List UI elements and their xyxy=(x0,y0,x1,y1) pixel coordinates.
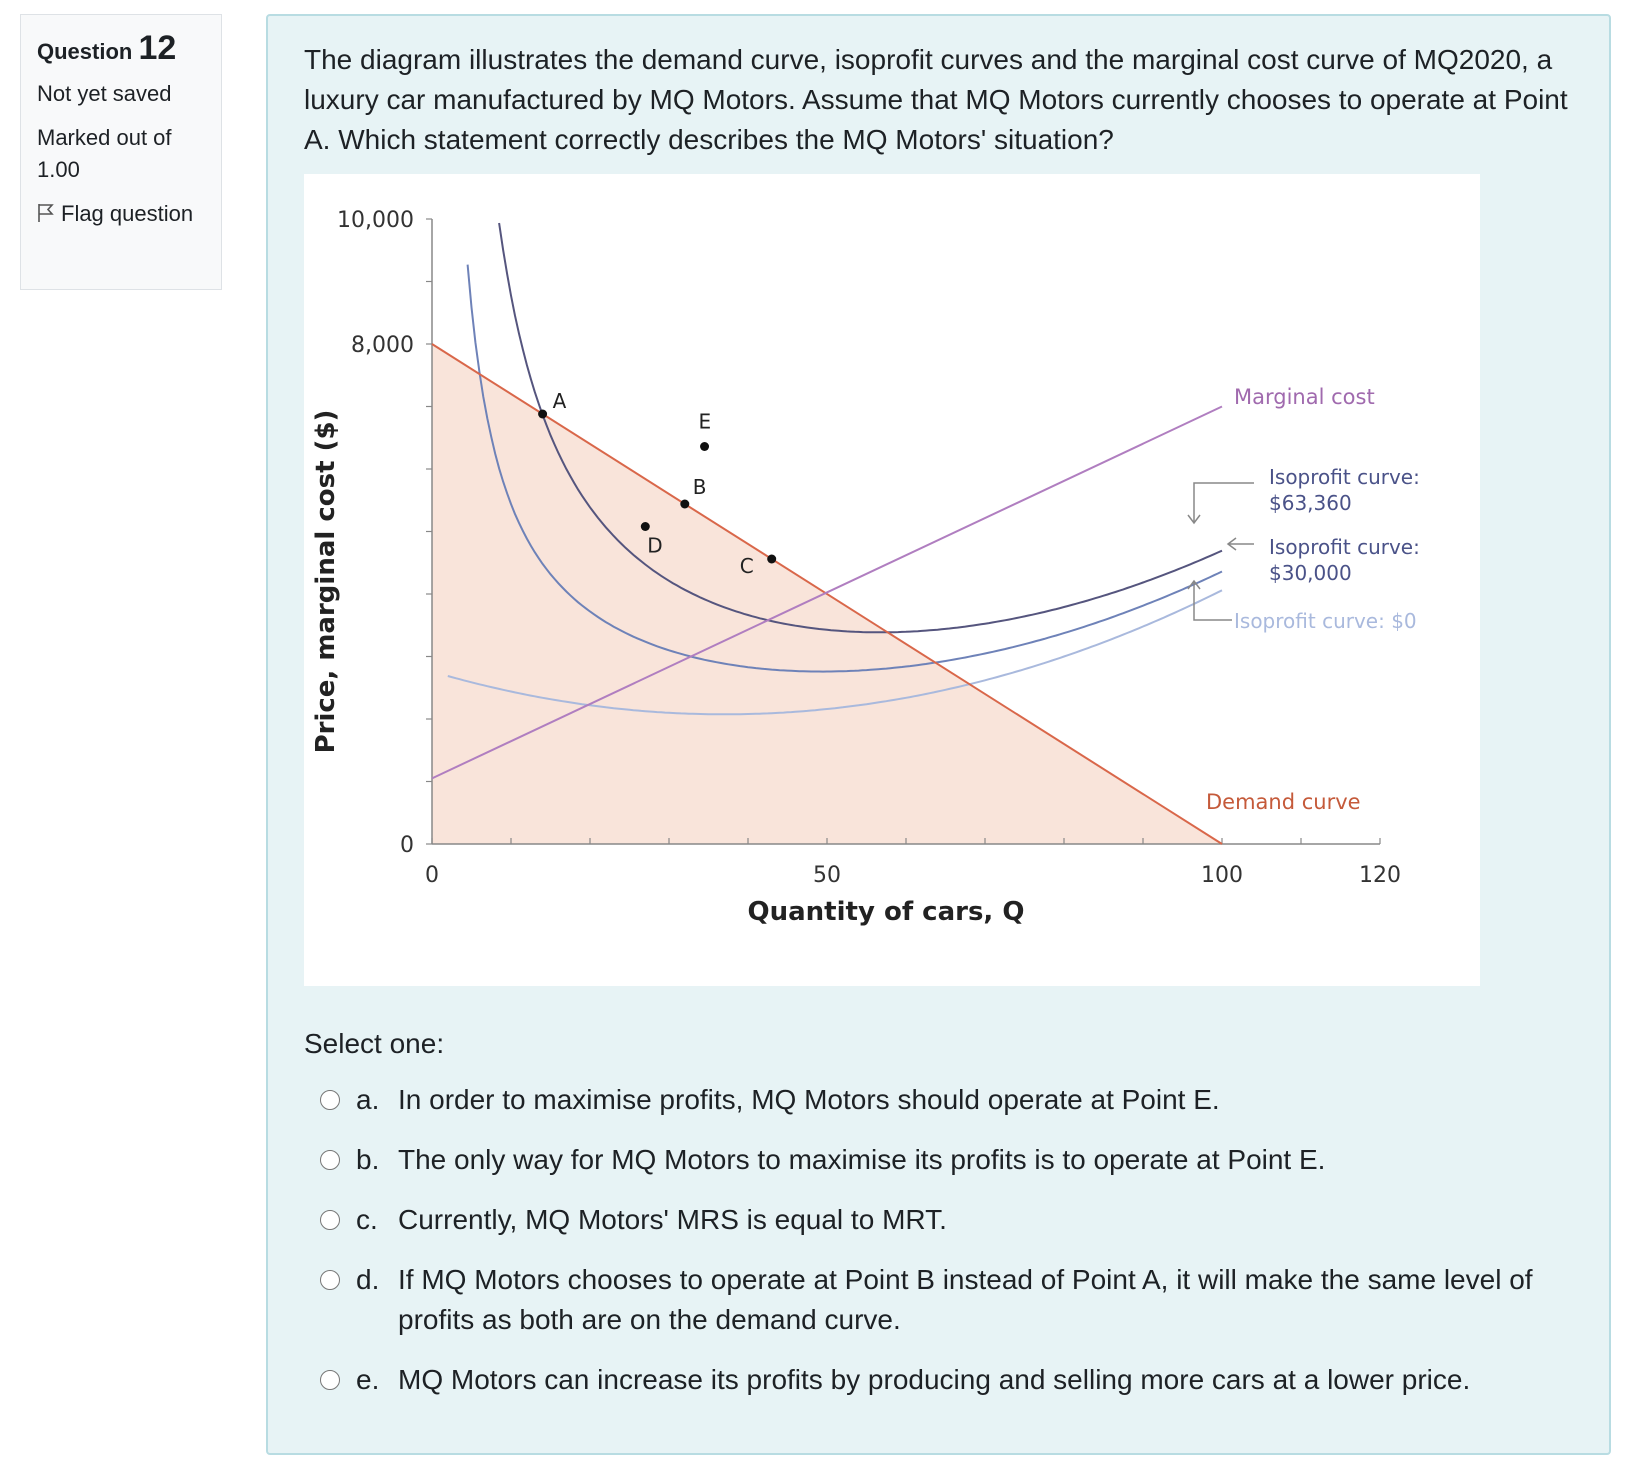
option-d-radio[interactable] xyxy=(320,1270,340,1290)
point-e-label: E xyxy=(699,410,712,434)
demand-curve-line xyxy=(431,343,1223,845)
option-c[interactable]: c. Currently, MQ Motors' MRS is equal to… xyxy=(320,1200,1580,1240)
demand-curve-label: Demand curve xyxy=(1206,790,1361,814)
y-tick-label: 0 xyxy=(400,833,414,858)
flag-question-button[interactable]: Flag question xyxy=(37,198,205,230)
select-one-prompt: Select one: xyxy=(304,1028,445,1059)
isoprofit-label-1: Isoprofit curve: xyxy=(1269,465,1420,489)
x-tick-label: 100 xyxy=(1201,863,1243,888)
isoprofit-label-3: Isoprofit curve: $0 xyxy=(1234,609,1417,633)
y-tick-label: 8,000 xyxy=(351,333,414,358)
x-tick-label: 50 xyxy=(813,863,841,888)
option-a-radio[interactable] xyxy=(320,1090,340,1110)
option-d-letter: d. xyxy=(356,1264,380,1295)
y-axis-title: Price, marginal cost ($) xyxy=(311,410,341,754)
option-d-text: If MQ Motors chooses to operate at Point… xyxy=(398,1264,1533,1335)
arrow-isoprofit-0 xyxy=(1187,579,1232,621)
question-word: Question xyxy=(37,39,133,64)
option-d[interactable]: d. If MQ Motors chooses to operate at Po… xyxy=(320,1260,1580,1340)
x-tick-label: 120 xyxy=(1359,863,1401,888)
flag-question-label: Flag question xyxy=(61,201,194,226)
point-e-marker xyxy=(700,442,710,451)
option-e[interactable]: e. MQ Motors can increase its profits by… xyxy=(320,1360,1580,1400)
arrow-isoprofit-63360 xyxy=(1187,482,1254,525)
option-b-radio[interactable] xyxy=(320,1150,340,1170)
point-c-label: C xyxy=(740,554,754,578)
point-b-label: B xyxy=(693,475,707,499)
y-tick-label: 10,000 xyxy=(337,208,414,233)
option-b[interactable]: b. The only way for MQ Motors to maximis… xyxy=(320,1140,1580,1180)
isoprofit-label-1: $63,360 xyxy=(1269,491,1352,515)
question-formulation: The diagram illustrates the demand curve… xyxy=(266,14,1611,1455)
option-c-letter: c. xyxy=(356,1204,378,1235)
point-c-marker xyxy=(767,554,777,564)
flag-icon xyxy=(38,204,54,222)
chart-svg: 0 8,000 10,000 0 50 100 120 Quantity of cars, Q… xyxy=(311,208,1420,927)
option-c-radio[interactable] xyxy=(320,1210,340,1230)
option-b-text: The only way for MQ Motors to maximise i… xyxy=(398,1144,1326,1175)
question-grade: Marked out of 1.00 xyxy=(37,125,172,182)
isoprofit-curve-3 xyxy=(447,589,1223,716)
point-a-label: A xyxy=(553,389,567,413)
option-c-text: Currently, MQ Motors' MRS is equal to MR… xyxy=(398,1204,947,1235)
option-a-letter: a. xyxy=(356,1084,380,1115)
option-e-letter: e. xyxy=(356,1364,380,1395)
question-state: Not yet saved xyxy=(37,81,172,106)
point-b-marker xyxy=(680,499,690,509)
option-a-text: In order to maximise profits, MQ Motors … xyxy=(398,1084,1220,1115)
x-axis-title: Quantity of cars, Q xyxy=(748,897,1025,927)
point-a-marker xyxy=(538,409,548,419)
option-e-radio[interactable] xyxy=(320,1370,340,1390)
isoprofit-chart: 0 8,000 10,000 0 50 100 120 Quantity of cars, Q… xyxy=(304,174,1480,986)
arrow-isoprofit-30000 xyxy=(1226,537,1254,551)
isoprofit-label-2: $30,000 xyxy=(1269,561,1352,585)
marginal-cost-label: Marginal cost xyxy=(1234,385,1375,409)
isoprofit-curve-1 xyxy=(498,222,1223,634)
question-info-panel: Question 12 Not yet saved Marked out of … xyxy=(20,14,222,290)
marginal-cost-line xyxy=(431,405,1223,780)
answer-options: a. In order to maximise profits, MQ Moto… xyxy=(320,1080,1580,1420)
isoprofit-curve-2 xyxy=(466,264,1223,673)
x-tick-label: 0 xyxy=(425,863,439,888)
question-number-value: 12 xyxy=(138,29,177,67)
question-number: Question 12 xyxy=(37,29,205,68)
option-e-text: MQ Motors can increase its profits by pr… xyxy=(398,1364,1471,1395)
isoprofit-label-2: Isoprofit curve: xyxy=(1269,535,1420,559)
option-b-letter: b. xyxy=(356,1144,380,1175)
point-d-label: D xyxy=(647,534,662,558)
question-text: The diagram illustrates the demand curve… xyxy=(304,44,1568,155)
point-d-marker xyxy=(640,522,650,531)
option-a[interactable]: a. In order to maximise profits, MQ Moto… xyxy=(320,1080,1580,1120)
